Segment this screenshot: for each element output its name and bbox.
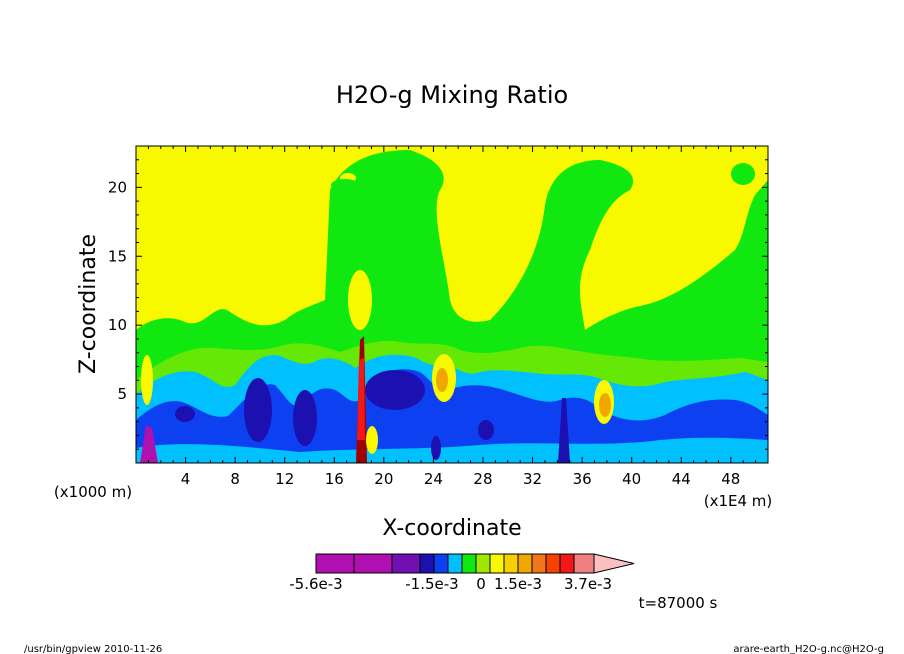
band-core-4 (175, 406, 195, 422)
x-units-label: (x1000 m) (54, 483, 132, 501)
colorbar-label: 3.7e-3 (564, 575, 612, 593)
colorbar-swatch (391, 553, 421, 574)
y-axis: 5 10 15 20 (108, 159, 768, 450)
colorbar-swatch (419, 553, 435, 574)
colorbar-swatch (475, 553, 491, 574)
x-tick-label: 44 (672, 470, 691, 488)
x-tick-label: 36 (573, 470, 592, 488)
y-tick-label: 10 (108, 316, 127, 334)
colorbar-swatch (315, 553, 355, 574)
x-tick-label: 4 (181, 470, 191, 488)
band-core-5 (478, 420, 494, 440)
y-tick-label: 15 (108, 247, 127, 265)
band-yellow-spire (348, 270, 372, 330)
footer-left: /usr/bin/gpview 2010-11-26 (24, 644, 162, 654)
colorbar-label: -5.6e-3 (289, 575, 342, 593)
updraft-column-34 (558, 398, 570, 463)
colorbar-swatch (447, 553, 463, 574)
colorbar-label: 0 (476, 575, 486, 593)
chart-title: H2O-g Mixing Ratio (336, 81, 568, 109)
plot-frame (135, 145, 769, 464)
colorbar-label: 1.5e-3 (494, 575, 542, 593)
cell-dark-surface (431, 436, 441, 460)
cell-orange-38 (599, 393, 611, 417)
colorbar-swatch (353, 553, 393, 574)
colorbar-swatch (489, 553, 505, 574)
colorbar-swatch (531, 553, 547, 574)
y-tick-label: 20 (108, 178, 127, 196)
x-scale-note: (x1E4 m) (704, 492, 773, 510)
y-axis-label: Z-coordinate (76, 234, 101, 374)
time-label: t=87000 s (639, 594, 718, 612)
colorbar-swatch (545, 553, 561, 574)
colorbar-swatch (573, 553, 595, 574)
x-tick-label: 20 (374, 470, 393, 488)
band-core-2 (293, 390, 317, 446)
footer-right: arare-earth_H2O-g.nc@H2O-g (733, 644, 884, 654)
x-axis: 4 8 12 16 20 24 28 32 36 40 44 48 (147, 146, 757, 488)
colorbar (315, 553, 635, 574)
colorbar-swatch (503, 553, 519, 574)
x-tick-label: 32 (523, 470, 542, 488)
band-core-1 (244, 378, 272, 442)
y-tick-label: 5 (117, 385, 127, 403)
colorbar-swatch (461, 553, 477, 574)
x-tick-label: 12 (275, 470, 294, 488)
band-surface-cyan (136, 437, 768, 463)
colorbar-labels: -5.6e-3 -1.5e-3 0 1.5e-3 3.7e-3 (289, 575, 612, 593)
band-green-blob-2 (331, 179, 359, 191)
x-tick-label: 16 (325, 470, 344, 488)
band-green-blob (731, 163, 755, 185)
x-tick-label: 40 (622, 470, 641, 488)
band-deep-moist (136, 369, 768, 463)
x-tick-label: 24 (424, 470, 443, 488)
colorbar-arrow (593, 553, 635, 574)
x-tick-label: 48 (721, 470, 740, 488)
colorbar-swatch (433, 553, 449, 574)
x-tick-label: 8 (230, 470, 240, 488)
updraft-core-18 (357, 358, 365, 440)
x-tick-label: 28 (473, 470, 492, 488)
colorbar-label: -1.5e-3 (405, 575, 458, 593)
cell-yellow-surface (366, 426, 378, 454)
cell-orange-24 (436, 368, 448, 392)
colorbar-swatch (517, 553, 533, 574)
cell-yellow-left (141, 355, 153, 405)
colorbar-swatch (559, 553, 575, 574)
x-axis-label: X-coordinate (382, 516, 521, 541)
contour-field (136, 146, 768, 463)
updraft-column-left (140, 425, 158, 463)
band-core-3 (365, 370, 425, 410)
